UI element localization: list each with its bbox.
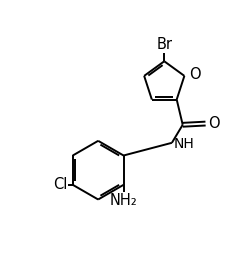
Text: NH: NH xyxy=(174,137,195,151)
Text: O: O xyxy=(189,67,200,82)
Text: Br: Br xyxy=(156,37,172,52)
Text: NH₂: NH₂ xyxy=(110,193,137,208)
Text: Cl: Cl xyxy=(53,177,68,192)
Text: O: O xyxy=(208,116,220,131)
